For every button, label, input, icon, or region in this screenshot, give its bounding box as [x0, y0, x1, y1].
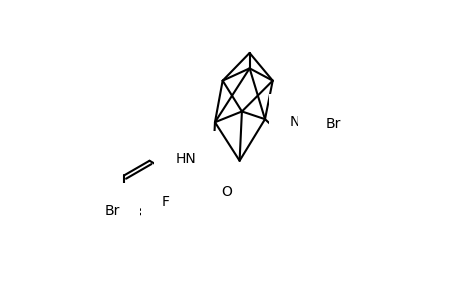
Text: N: N — [319, 132, 329, 146]
Text: O: O — [221, 185, 231, 199]
Text: Br: Br — [325, 117, 341, 131]
Text: F: F — [161, 195, 169, 209]
Text: HN: HN — [175, 152, 196, 166]
Text: N: N — [289, 115, 300, 129]
Text: Br: Br — [104, 204, 119, 218]
